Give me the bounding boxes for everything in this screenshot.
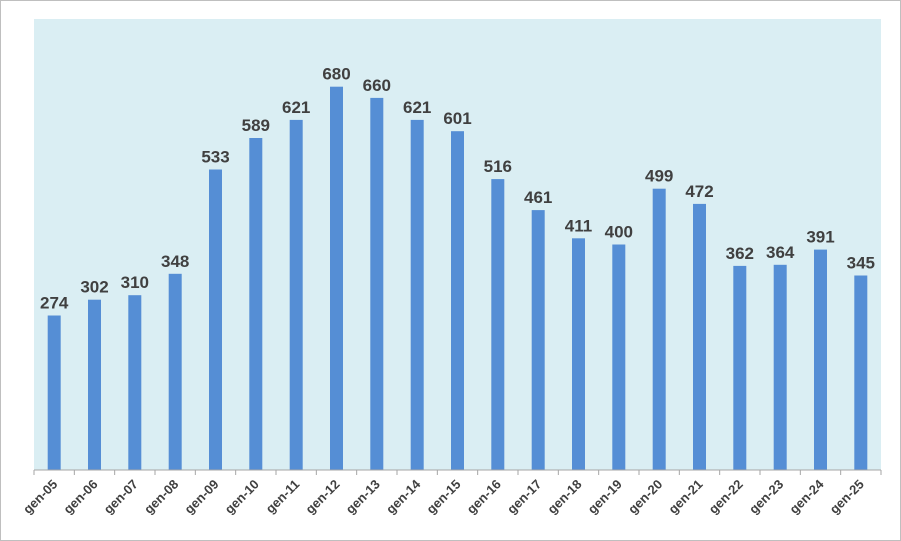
x-tick-label-gen-19: gen-19 bbox=[585, 477, 625, 517]
bar-gen-12 bbox=[330, 86, 343, 470]
x-tick-label-gen-06: gen-06 bbox=[60, 477, 100, 517]
x-tick-label-gen-15: gen-15 bbox=[423, 477, 463, 517]
bar-gen-16 bbox=[491, 179, 505, 470]
bar-gen-25 bbox=[854, 275, 868, 470]
data-label-gen-07: 310 bbox=[121, 273, 149, 292]
data-label-gen-20: 499 bbox=[645, 167, 673, 186]
data-label-gen-15: 601 bbox=[443, 109, 471, 128]
x-tick-label-gen-18: gen-18 bbox=[544, 477, 584, 517]
x-tick-label-gen-09: gen-09 bbox=[181, 477, 221, 517]
bar-gen-19 bbox=[612, 244, 626, 470]
data-label-gen-05: 274 bbox=[40, 294, 69, 313]
bar-gen-13 bbox=[370, 97, 384, 471]
data-label-gen-17: 461 bbox=[524, 188, 552, 207]
bar-gen-05 bbox=[47, 315, 61, 470]
x-tick-labels-layer: gen-05 gen-06 gen-07 gen-08 gen-09 gen-10 gen-… bbox=[20, 476, 867, 517]
data-label-gen-09: 533 bbox=[201, 148, 229, 167]
x-tick-label-gen-21: gen-21 bbox=[665, 477, 705, 517]
x-tick-label-gen-08: gen-08 bbox=[141, 477, 181, 517]
data-label-gen-12: 680 bbox=[322, 65, 350, 84]
x-tick-label-gen-14: gen-14 bbox=[383, 476, 424, 517]
data-label-gen-22: 362 bbox=[726, 244, 754, 263]
x-tick-label-gen-12: gen-12 bbox=[302, 477, 342, 517]
x-tick-label-gen-23: gen-23 bbox=[746, 477, 786, 517]
data-label-gen-14: 621 bbox=[403, 98, 431, 117]
bars-layer bbox=[47, 86, 868, 471]
bar-gen-22 bbox=[733, 265, 747, 470]
bar-gen-06 bbox=[88, 299, 101, 470]
x-tick-label-gen-20: gen-20 bbox=[625, 477, 665, 517]
bar-gen-10 bbox=[249, 138, 263, 470]
x-tick-label-gen-07: gen-07 bbox=[101, 477, 141, 517]
bar-gen-14 bbox=[410, 119, 424, 471]
data-label-gen-23: 364 bbox=[766, 243, 795, 262]
data-label-gen-19: 400 bbox=[605, 223, 633, 242]
bar-gen-07 bbox=[128, 295, 142, 470]
bar-gen-17 bbox=[531, 210, 545, 470]
x-tick-label-gen-05: gen-05 bbox=[20, 477, 60, 517]
data-label-gen-25: 345 bbox=[847, 254, 875, 273]
bar-gen-20 bbox=[652, 188, 666, 470]
bar-gen-15 bbox=[451, 131, 464, 470]
x-tick-label-gen-22: gen-22 bbox=[706, 477, 746, 517]
data-label-gen-06: 302 bbox=[80, 278, 108, 297]
data-label-gen-10: 589 bbox=[242, 116, 270, 135]
data-label-gen-18: 411 bbox=[565, 216, 592, 235]
bar-gen-11 bbox=[289, 119, 303, 471]
data-labels-layer: 274 302 310 348 533 589 621 680 660 621 601 516 461 4… bbox=[40, 65, 875, 313]
x-tick-label-gen-11: gen-11 bbox=[263, 477, 303, 517]
data-label-gen-13: 660 bbox=[363, 76, 391, 95]
bar-gen-18 bbox=[572, 238, 585, 470]
ticks-layer bbox=[33, 470, 882, 475]
bar-gen-24 bbox=[814, 249, 827, 470]
x-tick-label-gen-13: gen-13 bbox=[343, 477, 383, 517]
x-tick-label-gen-25: gen-25 bbox=[827, 477, 867, 517]
bar-gen-21 bbox=[693, 203, 706, 470]
bar-gen-09 bbox=[209, 169, 222, 470]
x-tick-label-gen-24: gen-24 bbox=[786, 476, 827, 517]
x-tick-label-gen-17: gen-17 bbox=[504, 477, 544, 517]
data-label-gen-24: 391 bbox=[806, 228, 834, 247]
x-tick-label-gen-16: gen-16 bbox=[464, 477, 504, 517]
bar-gen-08 bbox=[168, 273, 182, 470]
data-label-gen-21: 472 bbox=[685, 182, 713, 201]
data-label-gen-08: 348 bbox=[161, 252, 189, 271]
x-tick-label-gen-10: gen-10 bbox=[222, 477, 262, 517]
bar-gen-23 bbox=[773, 264, 787, 470]
data-label-gen-16: 516 bbox=[484, 157, 512, 176]
data-label-gen-11: 621 bbox=[282, 98, 310, 117]
